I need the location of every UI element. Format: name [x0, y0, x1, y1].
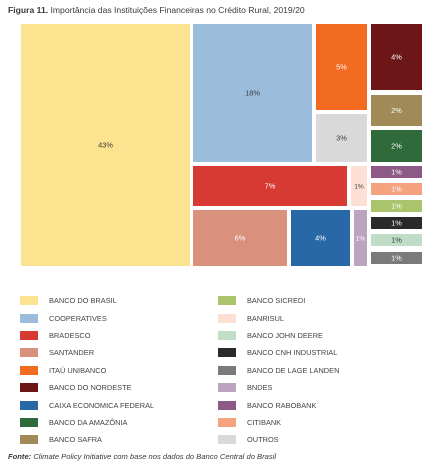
- legend-swatch: [218, 296, 236, 306]
- legend-label: BRADESCO: [49, 330, 91, 340]
- legend-item-banco-john-deere: BANCO JOHN DEERE: [218, 327, 418, 344]
- legend-item-caixa-economica-federal: CAIXA ECONOMICA FEDERAL: [20, 396, 220, 413]
- treemap-label-cooperatives: 18%: [245, 89, 260, 98]
- treemap-tile-banco-safra: [371, 95, 422, 126]
- treemap-chart: 43% 18% 5% 3% 4% 2% 2% 7% 1% 6% 4% 1% 1% 1% 1% 1% 1% 1%: [21, 24, 422, 266]
- treemap-label-caixa-economica-federal: 4%: [315, 234, 326, 243]
- legend-label: BANRISUL: [247, 313, 284, 323]
- treemap-tile-bndes: [354, 210, 367, 266]
- legend-item-banco-cnh-industrial: BANCO CNH INDUSTRIAL: [218, 344, 418, 361]
- legend-item-banco-safra: BANCO SAFRA: [20, 431, 220, 448]
- source-label: Fonte:: [8, 452, 32, 461]
- legend-swatch: [218, 313, 236, 323]
- legend-label: CITIBANK: [247, 417, 282, 427]
- legend-swatch: [218, 330, 236, 340]
- legend-swatch: [20, 296, 38, 306]
- treemap-label-banco-do-brasil: 43%: [98, 141, 113, 150]
- legend-item-banco-de-lage-landen: BANCO DE LAGE LANDEN: [218, 362, 418, 379]
- treemap-label-itau-unibanco: 5%: [336, 63, 347, 72]
- legend-label: SANTANDER: [49, 348, 95, 358]
- treemap-tile-banco-cnh-industrial: [371, 217, 422, 229]
- legend-label: COOPERATIVES: [49, 313, 107, 323]
- legend-item-bndes: BNDES: [218, 379, 418, 396]
- legend-swatch: [20, 417, 38, 427]
- legend-swatch: [20, 435, 38, 445]
- legend-swatch: [20, 400, 38, 410]
- legend-swatch: [20, 365, 38, 375]
- legend-item-itau-unibanco: ITAÚ UNIBANCO: [20, 362, 220, 379]
- treemap-tile-banco-de-lage-landen: [371, 252, 422, 264]
- legend-label: ITAÚ UNIBANCO: [49, 365, 107, 375]
- legend-label: BANCO DO NORDESTE: [49, 383, 132, 393]
- treemap-tile-banco-sicredi: [371, 200, 422, 212]
- treemap-tile-banco-rabobank: [371, 166, 422, 178]
- legend-item-banco-do-nordeste: BANCO DO NORDESTE: [20, 379, 220, 396]
- legend-item-santander: SANTANDER: [20, 344, 220, 361]
- legend-swatch: [20, 313, 38, 323]
- legend-item-banrisul: BANRISUL: [218, 309, 418, 326]
- legend-column-right: BANCO SICREDI BANRISUL BANCO JOHN DEERE BAN…: [218, 292, 418, 449]
- legend-swatch: [218, 417, 236, 427]
- figure-title-text: Importância das Instituições Financeiras…: [50, 5, 305, 15]
- treemap-tile-banco-john-deere: [371, 234, 422, 246]
- treemap-label-banco-da-amazonia: 2%: [391, 142, 402, 151]
- legend-label: BANCO SAFRA: [49, 435, 102, 445]
- treemap-label-banco-rabobank: 1%: [391, 168, 402, 177]
- treemap-tile-outros: [316, 114, 367, 162]
- legend-swatch: [20, 330, 38, 340]
- treemap-label-outros: 3%: [336, 134, 347, 143]
- legend-label: BANCO CNH INDUSTRIAL: [247, 348, 338, 358]
- legend-item-banco-sicredi: BANCO SICREDI: [218, 292, 418, 309]
- treemap-tile-banrisul: [351, 166, 367, 206]
- treemap-tile-banco-da-amazonia: [371, 130, 422, 162]
- treemap-label-banco-john-deere: 1%: [391, 236, 402, 245]
- legend-label: BANCO SICREDI: [247, 296, 306, 306]
- legend-item-banco-rabobank: BANCO RABOBANK: [218, 396, 418, 413]
- figure-number: Figura 11.: [8, 5, 49, 15]
- legend-item-outros: OUTROS: [218, 431, 418, 448]
- legend-item-banco-da-amazonia: BANCO DA AMAZÔNIA: [20, 414, 220, 431]
- legend-swatch: [218, 435, 236, 445]
- treemap-tile-cooperatives: [193, 24, 312, 162]
- legend-swatch: [20, 348, 38, 358]
- legend-swatch: [218, 383, 236, 393]
- treemap-tile-citibank: [371, 183, 422, 195]
- treemap-tile-itau-unibanco: [316, 24, 367, 110]
- treemap-label-santander: 6%: [235, 234, 246, 243]
- legend-swatch: [20, 383, 38, 393]
- treemap-label-citibank: 1%: [391, 185, 402, 194]
- legend-label: BANCO DA AMAZÔNIA: [49, 417, 128, 427]
- treemap-label-banco-de-lage-landen: 1%: [391, 254, 402, 263]
- treemap-tile-caixa-economica-federal: [291, 210, 350, 266]
- legend-label: BANCO RABOBANK: [247, 400, 317, 410]
- source-text: Climate Policy Initiative com base nos d…: [33, 452, 277, 461]
- legend-swatch: [218, 400, 236, 410]
- treemap-tile-santander: [193, 210, 287, 266]
- chart-title: Figura 11. Importância das Instituições …: [8, 5, 432, 15]
- legend-swatch: [218, 348, 236, 358]
- legend-item-banco-do-brasil: BANCO DO BRASIL: [20, 292, 220, 309]
- legend-item-cooperatives: COOPERATIVES: [20, 309, 220, 326]
- treemap-tile-banco-do-nordeste: [371, 24, 422, 90]
- treemap-label-bndes: 1%: [356, 236, 366, 243]
- legend-item-bradesco: BRADESCO: [20, 327, 220, 344]
- treemap-tile-banco-do-brasil: [21, 24, 190, 266]
- legend-label: BANCO JOHN DEERE: [247, 330, 323, 340]
- treemap-tile-bradesco: [193, 166, 347, 206]
- legend-label: BANCO DE LAGE LANDEN: [247, 365, 340, 375]
- source-note: Fonte: Climate Policy Initiative com bas…: [8, 452, 276, 461]
- treemap-label-banco-sicredi: 1%: [391, 202, 402, 211]
- legend-label: CAIXA ECONOMICA FEDERAL: [49, 400, 155, 410]
- treemap-label-banrisul: 1%: [354, 184, 364, 191]
- treemap-label-bradesco: 7%: [265, 182, 276, 191]
- legend-label: OUTROS: [247, 435, 279, 445]
- legend-swatch: [218, 365, 236, 375]
- legend-label: BANCO DO BRASIL: [49, 296, 117, 306]
- treemap-label-banco-do-nordeste: 4%: [391, 53, 402, 62]
- treemap-label-banco-cnh-industrial: 1%: [391, 219, 402, 228]
- legend-label: BNDES: [247, 383, 273, 393]
- legend-item-citibank: CITIBANK: [218, 414, 418, 431]
- legend-column-left: BANCO DO BRASIL COOPERATIVES BRADESCO SANTA…: [20, 292, 220, 449]
- treemap-label-banco-safra: 2%: [391, 106, 402, 115]
